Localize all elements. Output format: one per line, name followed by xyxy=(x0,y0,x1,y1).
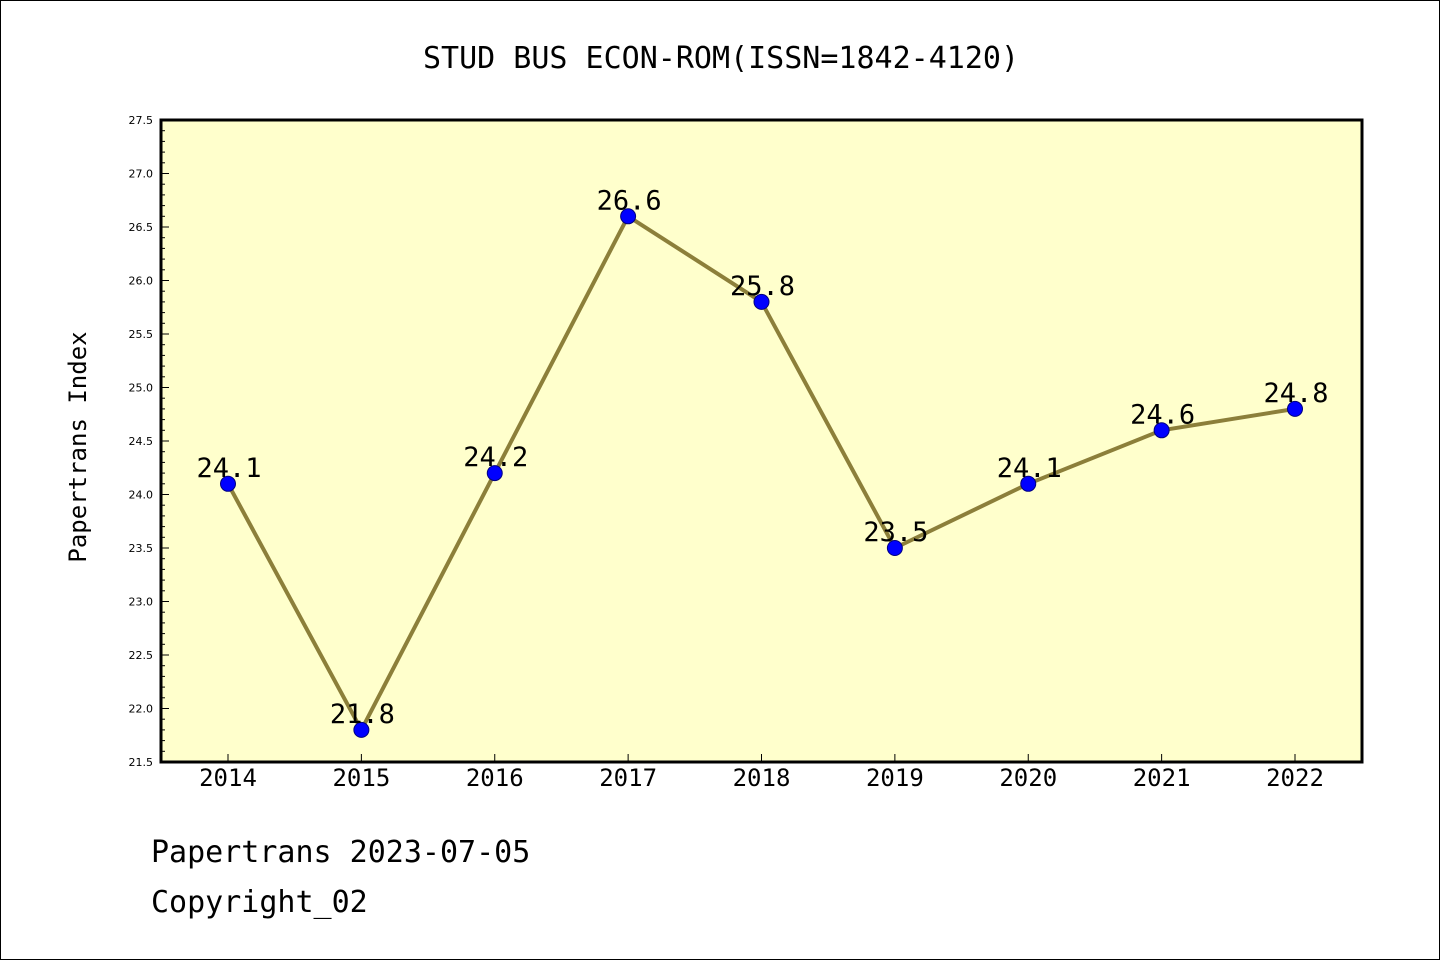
x-tick-label: 2014 xyxy=(199,764,257,792)
chart-title: STUD BUS ECON-ROM(ISSN=1842-4120) xyxy=(423,41,1019,76)
y-tick-label: 25.5 xyxy=(129,328,154,341)
data-label: 24.1 xyxy=(196,453,261,484)
data-label: 24.8 xyxy=(1263,378,1328,409)
data-label: 24.2 xyxy=(463,442,528,473)
y-tick-label: 26.0 xyxy=(129,275,154,288)
y-axis-ticks: 21.5 22.0 22.5 23.0 23.5 24.0 24.5 25.0 25.5 26.0… xyxy=(129,114,169,769)
data-label: 24.1 xyxy=(997,453,1062,484)
x-tick-label: 2018 xyxy=(733,764,791,792)
x-axis-ticks: 2014 2015 2016 2017 2018 2019 2020 2021 2022 xyxy=(199,754,1324,792)
x-tick-label: 2021 xyxy=(1133,764,1191,792)
x-tick-label: 2022 xyxy=(1266,764,1324,792)
x-tick-label: 2020 xyxy=(999,764,1057,792)
data-label: 25.8 xyxy=(730,271,795,302)
footer-date: Papertrans 2023-07-05 xyxy=(151,835,531,870)
x-tick-label: 2016 xyxy=(466,764,524,792)
data-label: 26.6 xyxy=(597,185,662,216)
data-point xyxy=(620,208,637,225)
y-tick-label: 26.5 xyxy=(129,221,154,234)
y-tick-label: 24.0 xyxy=(129,489,154,502)
y-tick-label: 25.0 xyxy=(129,382,154,395)
x-tick-label: 2019 xyxy=(866,764,924,792)
y-tick-label: 23.0 xyxy=(129,596,154,609)
data-label: 24.6 xyxy=(1130,399,1195,430)
data-point xyxy=(486,465,503,482)
data-point xyxy=(353,721,370,738)
data-point xyxy=(886,540,903,556)
data-point xyxy=(1287,400,1303,417)
data-label: 23.5 xyxy=(863,517,928,548)
data-point xyxy=(1153,422,1170,439)
data-point xyxy=(220,475,236,492)
plot-area xyxy=(159,118,1364,764)
y-tick-label: 21.5 xyxy=(129,756,154,769)
y-tick-label: 22.0 xyxy=(129,703,154,716)
data-point xyxy=(1020,475,1037,492)
footer-copyright: Copyright_02 xyxy=(151,885,368,920)
y-tick-label: 23.5 xyxy=(129,542,154,555)
data-label: 21.8 xyxy=(330,699,395,730)
data-point xyxy=(753,293,770,310)
y-tick-label: 27.5 xyxy=(129,114,154,127)
y-tick-label: 22.5 xyxy=(129,649,154,662)
y-tick-label: 27.0 xyxy=(129,168,154,181)
x-tick-label: 2015 xyxy=(332,764,390,792)
x-tick-label: 2017 xyxy=(599,764,657,792)
series-layer: 24.1 21.8 24.2 26.6 25.8 23.5 24.1 24.6 24.8 xyxy=(196,185,1329,738)
y-axis-label: Papertrans Index xyxy=(64,331,92,562)
y-tick-label: 24.5 xyxy=(129,435,154,448)
